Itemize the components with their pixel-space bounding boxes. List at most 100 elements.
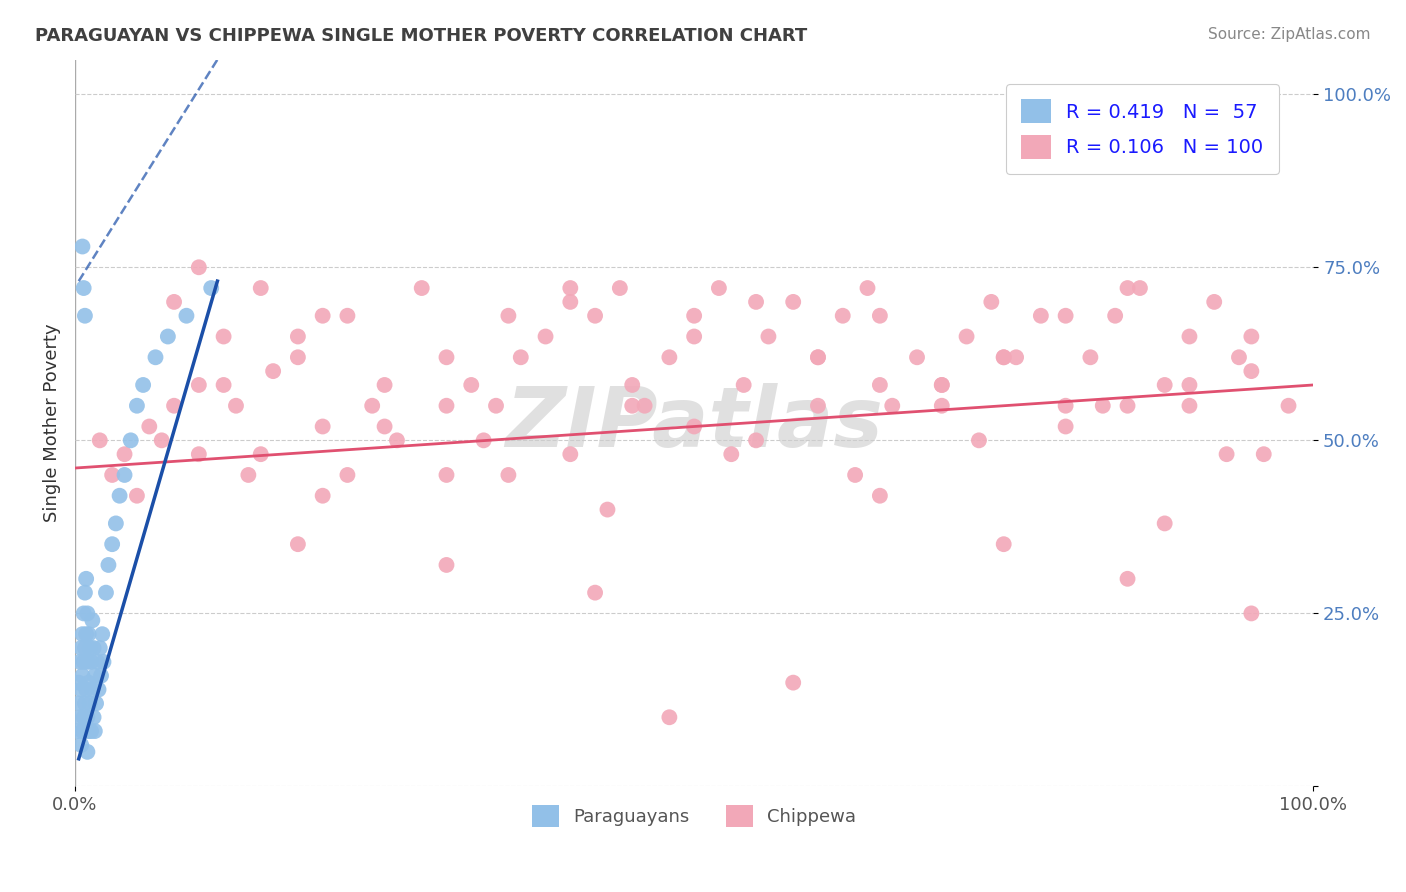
Point <box>1080 351 1102 365</box>
Point <box>498 467 520 482</box>
Point <box>200 281 222 295</box>
Point <box>955 329 977 343</box>
Point <box>869 378 891 392</box>
Point <box>73 309 96 323</box>
Point <box>336 309 359 323</box>
Point <box>856 281 879 295</box>
Point <box>120 434 142 448</box>
Point <box>73 710 96 724</box>
Point <box>869 489 891 503</box>
Point <box>869 309 891 323</box>
Point <box>374 419 396 434</box>
Point <box>1178 399 1201 413</box>
Point <box>1116 399 1139 413</box>
Point <box>187 447 209 461</box>
Point <box>707 281 730 295</box>
Text: ZIPatlas: ZIPatlas <box>505 383 883 464</box>
Point <box>436 351 458 365</box>
Point <box>187 378 209 392</box>
Point <box>73 655 96 669</box>
Point <box>238 467 260 482</box>
Point <box>91 627 114 641</box>
Point <box>1116 572 1139 586</box>
Point <box>70 682 93 697</box>
Point <box>980 294 1002 309</box>
Point <box>176 309 198 323</box>
Point <box>104 516 127 531</box>
Point <box>807 399 830 413</box>
Point <box>1204 294 1226 309</box>
Point <box>758 329 780 343</box>
Point <box>931 378 953 392</box>
Point <box>83 640 105 655</box>
Point <box>967 434 990 448</box>
Point <box>436 399 458 413</box>
Point <box>69 655 91 669</box>
Point <box>311 489 333 503</box>
Point <box>77 724 100 739</box>
Point <box>150 434 173 448</box>
Point <box>156 329 179 343</box>
Y-axis label: Single Mother Poverty: Single Mother Poverty <box>44 324 60 523</box>
Point <box>163 294 186 309</box>
Point <box>844 467 866 482</box>
Point <box>90 669 112 683</box>
Point <box>436 467 458 482</box>
Point <box>560 281 582 295</box>
Point <box>1227 351 1250 365</box>
Point <box>72 239 94 253</box>
Point <box>73 697 96 711</box>
Point <box>993 351 1015 365</box>
Point <box>993 537 1015 551</box>
Point <box>86 655 108 669</box>
Point <box>472 434 495 448</box>
Point <box>76 655 98 669</box>
Point <box>411 281 433 295</box>
Point <box>1054 309 1077 323</box>
Point <box>683 329 706 343</box>
Point <box>583 585 606 599</box>
Point <box>114 467 136 482</box>
Point <box>73 281 96 295</box>
Point <box>87 682 110 697</box>
Point <box>745 434 768 448</box>
Point <box>1178 378 1201 392</box>
Point <box>101 537 124 551</box>
Point <box>993 351 1015 365</box>
Point <box>73 640 96 655</box>
Point <box>72 627 94 641</box>
Point <box>1240 329 1263 343</box>
Point <box>385 434 408 448</box>
Point <box>882 399 904 413</box>
Point <box>83 724 105 739</box>
Text: PARAGUAYAN VS CHIPPEWA SINGLE MOTHER POVERTY CORRELATION CHART: PARAGUAYAN VS CHIPPEWA SINGLE MOTHER POV… <box>35 27 807 45</box>
Point <box>69 710 91 724</box>
Point <box>89 434 111 448</box>
Point <box>658 710 681 724</box>
Point <box>67 697 90 711</box>
Point <box>1215 447 1237 461</box>
Point <box>733 378 755 392</box>
Point <box>807 351 830 365</box>
Point <box>80 655 103 669</box>
Point <box>336 467 359 482</box>
Point <box>683 419 706 434</box>
Point <box>212 329 235 343</box>
Point <box>225 399 247 413</box>
Point <box>108 489 131 503</box>
Point <box>807 351 830 365</box>
Point <box>73 585 96 599</box>
Point <box>1029 309 1052 323</box>
Point <box>436 558 458 572</box>
Point <box>1253 447 1275 461</box>
Legend: Paraguayans, Chippewa: Paraguayans, Chippewa <box>523 796 865 836</box>
Point <box>89 640 111 655</box>
Point <box>658 351 681 365</box>
Point <box>212 378 235 392</box>
Point <box>94 585 117 599</box>
Point <box>583 309 606 323</box>
Point <box>609 281 631 295</box>
Point <box>67 675 90 690</box>
Point <box>1005 351 1028 365</box>
Point <box>720 447 742 461</box>
